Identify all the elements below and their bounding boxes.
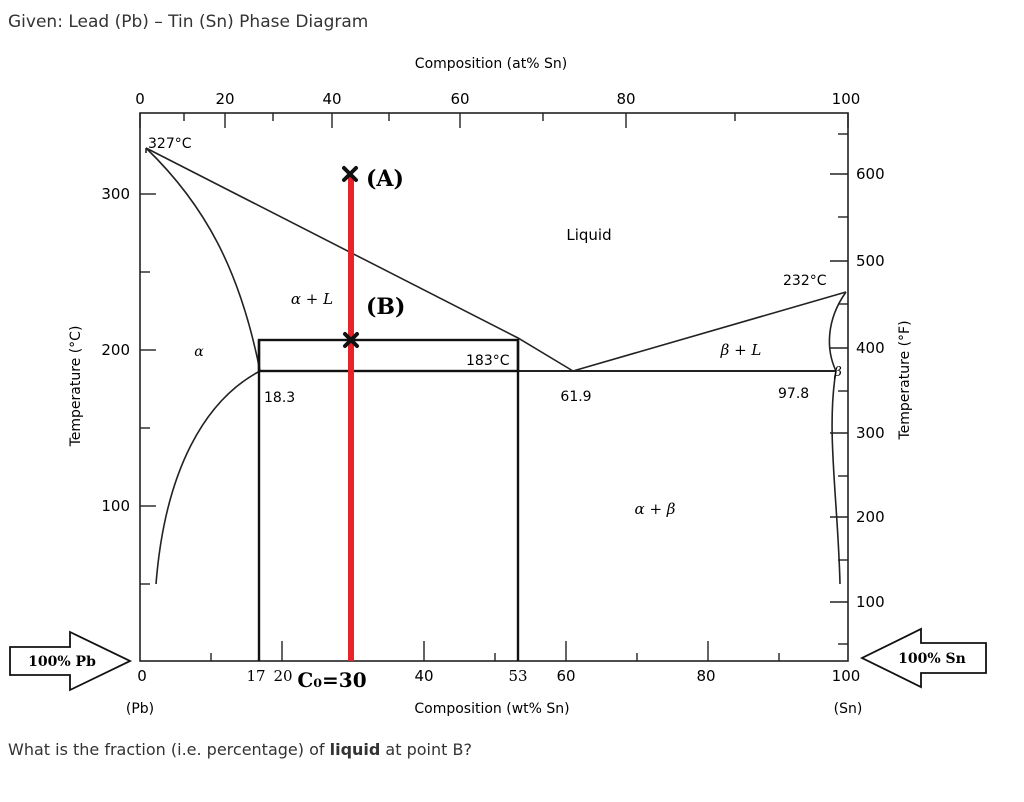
bottom-tick-label: 60 — [556, 667, 575, 685]
liquidus-right — [572, 291, 847, 372]
arrow-left-icon — [859, 627, 987, 689]
right-tick-label: 600 — [856, 165, 885, 183]
sn-melt-label: 232°C — [783, 273, 827, 289]
marker-b-icon — [343, 332, 359, 348]
top-tick-label: 80 — [616, 90, 635, 108]
sn-arrow-label: 100% Sn — [898, 651, 966, 667]
beta-l-region-label: β + L — [720, 341, 762, 359]
liquidus-left — [145, 147, 574, 372]
bottom-tick-label: 0 — [137, 667, 147, 685]
arrow-right-icon — [9, 630, 133, 692]
right-tick-label: 300 — [856, 424, 885, 442]
liquid-region-label: Liquid — [566, 226, 611, 244]
left-tick-label: 200 — [101, 341, 130, 359]
left-axis-label: Temperature (°C) — [68, 326, 84, 448]
bottom-axis-label: Composition (wt% Sn) — [414, 701, 569, 717]
plot-frame — [139, 112, 849, 662]
question-suffix: at point B? — [380, 740, 472, 759]
top-tick-label: 60 — [450, 90, 469, 108]
alpha-limit-label: 18.3 — [264, 390, 295, 406]
sn-label: (Sn) — [834, 701, 863, 717]
page-title: Given: Lead (Pb) – Tin (Sn) Phase Diagra… — [8, 12, 369, 32]
right-tick-label: 100 — [856, 593, 885, 611]
left-tick-label: 100 — [101, 497, 130, 515]
question-text: What is the fraction (i.e. percentage) o… — [8, 740, 472, 759]
pb-melt-label: 327°C — [148, 136, 192, 152]
beta-region-label: β — [833, 365, 842, 380]
left-ticks — [140, 193, 156, 585]
top-tick-label: 40 — [322, 90, 341, 108]
top-ticks — [139, 113, 849, 128]
right-tick-label: 500 — [856, 252, 885, 270]
c0-label: C₀=30 — [297, 668, 366, 692]
point-a-label: (A) — [366, 166, 404, 192]
pb-label: (Pb) — [126, 701, 154, 717]
bottom-tick-label: 40 — [414, 667, 433, 685]
top-tick-label: 0 — [135, 90, 145, 108]
top-tick-label: 100 — [832, 90, 861, 108]
solvus-alpha — [155, 370, 261, 585]
phase-boundaries — [145, 147, 847, 585]
marker-a-icon — [342, 166, 358, 182]
pb-arrow: 100% Pb — [9, 630, 133, 692]
eutectic-comp-label: 61.9 — [560, 389, 591, 405]
solidus-alpha — [145, 147, 261, 372]
right-ticks — [830, 133, 848, 645]
bottom-tick-label: 100 — [832, 667, 861, 685]
question-prefix: What is the fraction (i.e. percentage) o… — [8, 740, 330, 759]
eutectic-temp-label: 183°C — [466, 353, 510, 369]
top-tick-label: 20 — [215, 90, 234, 108]
sn-arrow: 100% Sn — [859, 627, 987, 689]
bottom-tick-label: 80 — [696, 667, 715, 685]
alpha-beta-region-label: α + β — [635, 500, 676, 518]
tie-20-label: 20 — [273, 667, 292, 685]
tie-right-label: 53 — [508, 667, 527, 685]
alpha-region-label: α — [194, 344, 204, 360]
point-b-label: (B) — [366, 294, 405, 320]
right-tick-label: 400 — [856, 339, 885, 357]
solidus-beta — [828, 291, 847, 372]
solvus-beta — [831, 370, 841, 585]
alpha-l-region-label: α + L — [291, 290, 333, 308]
left-tick-label: 300 — [101, 185, 130, 203]
question-bold: liquid — [329, 740, 381, 759]
tie-left-label: 17 — [246, 667, 265, 685]
right-axis-label: Temperature (°F) — [897, 320, 913, 440]
top-axis-label: Composition (at% Sn) — [415, 56, 567, 72]
bottom-ticks — [210, 641, 780, 661]
pb-arrow-label: 100% Pb — [28, 654, 96, 670]
beta-limit-label: 97.8 — [778, 386, 809, 402]
right-tick-label: 200 — [856, 508, 885, 526]
